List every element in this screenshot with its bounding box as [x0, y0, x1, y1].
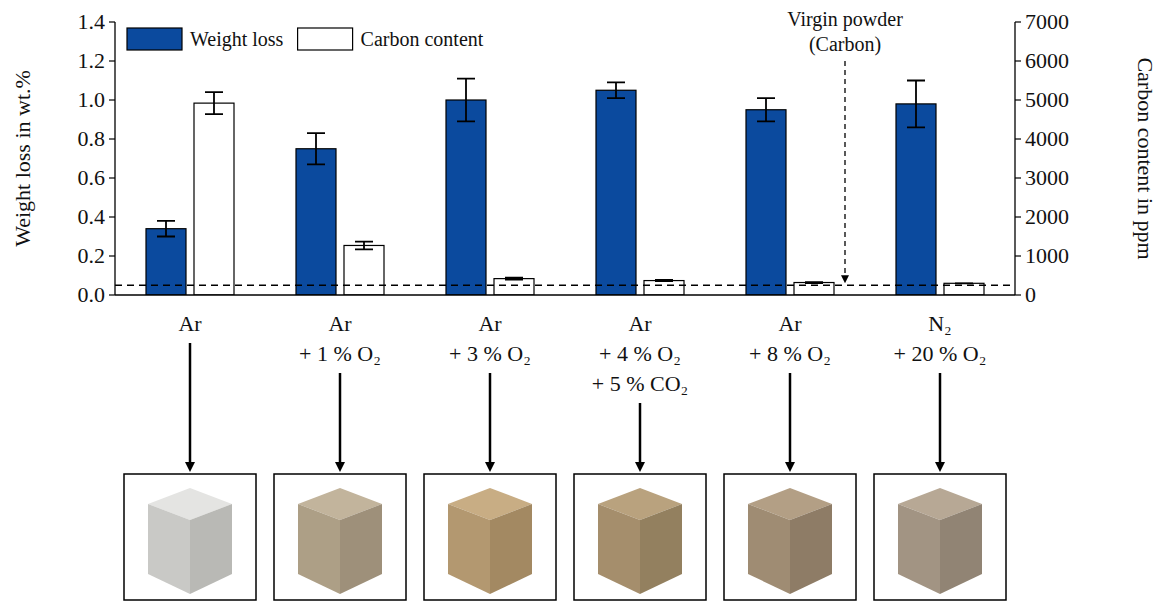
x-tick-label: Ar+ 3 % O₂ — [449, 311, 531, 366]
arrow — [789, 373, 792, 467]
bar — [794, 283, 834, 295]
sample-photo — [424, 474, 556, 600]
y2-tick-label: 3000 — [1025, 165, 1069, 190]
bars — [146, 79, 984, 295]
arrow — [339, 373, 342, 467]
y2-tick-label: 4000 — [1025, 126, 1069, 151]
y-tick — [109, 216, 115, 217]
legend-swatch — [298, 28, 353, 50]
y2-tick — [1015, 255, 1021, 256]
bar — [644, 281, 684, 295]
error-bar — [805, 281, 823, 284]
x-tick-label: N₂+ 20 % O₂ — [894, 311, 987, 366]
y-tick-label: 1.0 — [78, 87, 106, 112]
error-bar — [607, 82, 625, 98]
error-bar — [307, 133, 325, 164]
y2-tick-label: 6000 — [1025, 48, 1069, 73]
legend-swatch — [127, 28, 182, 50]
y2-tick-label: 2000 — [1025, 204, 1069, 229]
x-axis-line — [115, 294, 1015, 295]
y2-tick — [1015, 21, 1021, 22]
cube-face — [148, 504, 190, 594]
y-tick-label: 0.2 — [78, 243, 106, 268]
y2-tick-label: 7000 — [1025, 9, 1069, 34]
cube-face — [448, 504, 490, 594]
y-tick — [109, 60, 115, 61]
error-bar — [655, 280, 673, 281]
y-axis-title: Weight loss in wt.% — [10, 70, 35, 247]
arrow — [939, 373, 942, 467]
y-tick — [109, 21, 115, 22]
y-tick — [109, 138, 115, 139]
cube-face — [298, 504, 340, 594]
y2-axis-title: Carbon content in ppm — [1133, 57, 1158, 259]
x-tick-label: Ar — [178, 311, 202, 336]
cube-face — [598, 504, 640, 594]
y2-tick — [1015, 177, 1021, 178]
y-tick — [109, 294, 115, 295]
y2-tick — [1015, 60, 1021, 61]
error-bar — [955, 282, 973, 284]
error-bar — [907, 81, 925, 128]
y-tick-label: 1.2 — [78, 48, 106, 73]
arrow — [189, 343, 192, 467]
reference-line — [115, 285, 1015, 287]
error-bar — [205, 92, 223, 114]
cube-face — [490, 504, 532, 594]
bar — [596, 90, 636, 295]
annotation-arrow — [844, 61, 845, 279]
cube-face — [340, 504, 382, 594]
cube-face — [898, 504, 940, 594]
y2-tick — [1015, 99, 1021, 100]
cube-face — [790, 504, 832, 594]
y-tick-label: 0.6 — [78, 165, 106, 190]
cube-face — [748, 504, 790, 594]
bar — [194, 103, 234, 295]
arrow — [639, 403, 642, 467]
y2-axis-line — [1014, 22, 1015, 295]
bar — [344, 245, 384, 295]
error-bar — [457, 79, 475, 122]
y-tick-label: 0.8 — [78, 126, 106, 151]
bar — [296, 149, 336, 295]
sample-photo — [574, 474, 706, 600]
legend-label: Weight loss — [190, 28, 284, 51]
y2-tick — [1015, 138, 1021, 139]
x-tick-label: Ar+ 1 % O₂ — [299, 311, 381, 366]
y-tick-label: 1.4 — [78, 9, 106, 34]
sample-photo — [124, 474, 256, 600]
error-bar — [157, 221, 175, 237]
cube-face — [640, 504, 682, 594]
cube-face — [940, 504, 982, 594]
bar — [746, 110, 786, 295]
y-axis-line — [114, 22, 115, 295]
y-tick-label: 0.0 — [78, 282, 106, 307]
y-tick — [109, 177, 115, 178]
bar — [446, 100, 486, 295]
legend-label: Carbon content — [361, 28, 484, 50]
error-bar — [505, 278, 523, 280]
y2-tick-label: 0 — [1025, 282, 1036, 307]
y-tick — [109, 255, 115, 256]
error-bar — [757, 98, 775, 121]
bar — [896, 104, 936, 295]
sample-photo — [724, 474, 856, 600]
y2-tick-label: 1000 — [1025, 243, 1069, 268]
legend: Weight loss Carbon content — [127, 28, 484, 51]
y2-tick — [1015, 216, 1021, 217]
cube-face — [190, 504, 232, 594]
sample-photo — [874, 474, 1006, 600]
sample-photo — [274, 474, 406, 600]
x-tick-label: Ar+ 4 % O₂+ 5 % CO₂ — [592, 311, 688, 396]
annotation: Virgin powder(Carbon) — [787, 8, 903, 56]
y2-tick-label: 5000 — [1025, 87, 1069, 112]
arrow — [489, 373, 492, 467]
error-bar — [355, 242, 373, 250]
y2-tick — [1015, 294, 1021, 295]
y-tick — [109, 99, 115, 100]
y-tick-label: 0.4 — [78, 204, 106, 229]
chart: Virgin powder(Carbon) 0.0 0.2 0.4 0.6 0.8 1.0 1… — [0, 0, 1161, 608]
bar — [494, 279, 534, 295]
x-tick-label: Ar+ 8 % O₂ — [749, 311, 831, 366]
